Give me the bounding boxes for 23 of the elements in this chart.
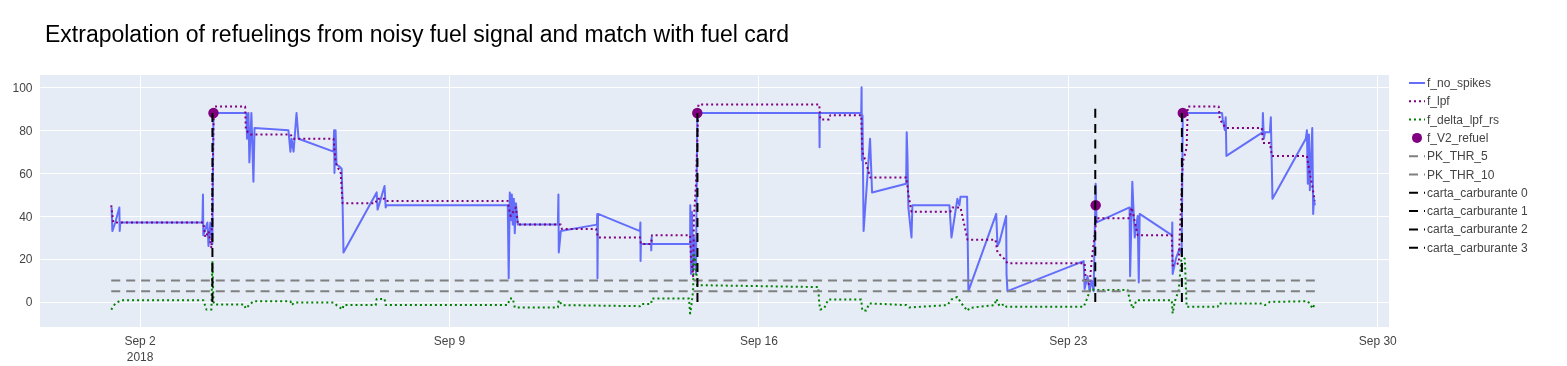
- legend-label: PK_THR_5: [1427, 149, 1489, 164]
- legend-label: carta_carburante 3: [1427, 240, 1529, 255]
- chart-title: Extrapolation of refuelings from noisy fuel signal and match with fuel card: [45, 21, 790, 47]
- y-tick-label: 100: [12, 80, 33, 95]
- y-tick-label: 20: [19, 252, 33, 267]
- x-tick-label: Sep 2 2018: [124, 333, 157, 364]
- line-series: [110, 253, 1316, 315]
- y-tick-label: 0: [25, 295, 33, 310]
- legend-label: carta_carburante 1: [1427, 204, 1529, 219]
- legend-label: f_no_spikes: [1427, 76, 1492, 90]
- legend-label: PK_THR_10: [1427, 167, 1495, 182]
- x-tick-label: Sep 9: [433, 333, 466, 348]
- legend-label: carta_carburante 0: [1427, 185, 1529, 200]
- x-tick-label: Sep 23: [1049, 333, 1088, 348]
- y-tick-label: 40: [19, 209, 33, 224]
- y-tick-label: 60: [19, 166, 33, 181]
- x-tick-label: Sep 16: [739, 333, 779, 348]
- legend-label: f_lpf: [1427, 94, 1451, 109]
- x-tick-label: Sep 30: [1358, 333, 1398, 348]
- legend-label: f_V2_refuel: [1427, 130, 1489, 145]
- legend-label: carta_carburante 2: [1427, 222, 1529, 237]
- legend-label: f_delta_lpf_rs: [1427, 112, 1500, 127]
- y-tick-label: 80: [19, 123, 33, 138]
